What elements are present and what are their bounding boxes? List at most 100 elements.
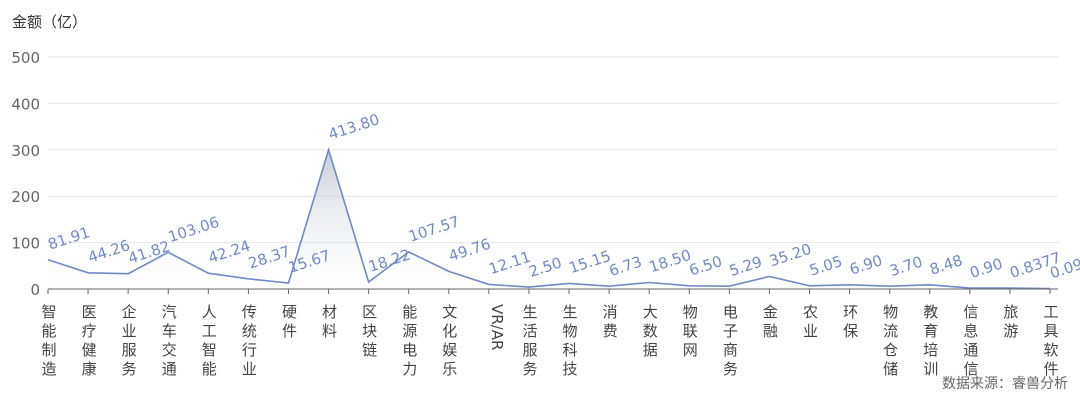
data-label: 413.80	[326, 110, 381, 143]
x-category-char: 医	[82, 303, 97, 321]
x-category-char: 大	[643, 303, 658, 321]
x-category-char: 培	[923, 341, 938, 359]
x-category-label: 物联网	[683, 303, 698, 359]
x-category-char: 服	[122, 341, 137, 359]
x-category-char: 力	[402, 360, 417, 378]
x-category-char: 工	[1043, 303, 1058, 321]
x-category-char: 件	[1043, 360, 1058, 378]
x-category-char: 能	[202, 360, 217, 378]
y-tick-label: 200	[11, 188, 40, 206]
data-label: 3.70	[887, 253, 924, 280]
x-category-char: 信	[963, 360, 978, 378]
y-tick-label: 300	[11, 142, 40, 160]
x-category-char: 教	[923, 303, 938, 321]
x-category-label: 环保	[843, 303, 858, 340]
x-category-char: 服	[522, 341, 537, 359]
x-category-label: 金融	[763, 303, 778, 340]
x-category-char: 训	[923, 360, 938, 378]
x-category-char: 商	[723, 341, 738, 359]
x-category-char: 育	[923, 322, 938, 340]
data-label: 6.73	[607, 253, 644, 280]
x-axis-category-labels: 智能制造医疗健康企业服务汽车交通人工智能传统行业硬件材料区块链能源电力文化娱乐V…	[41, 303, 1058, 378]
x-category-char: 交	[162, 341, 177, 359]
x-category-char: 子	[723, 322, 738, 340]
data-label: 0.90	[968, 254, 1005, 281]
x-category-char: 具	[1043, 322, 1058, 340]
x-category-char: 通	[963, 341, 978, 359]
data-label: 35.20	[767, 240, 813, 270]
x-category-label: 农业	[803, 303, 818, 340]
x-category-char: 文	[442, 303, 457, 321]
x-category-char: 能	[402, 303, 417, 321]
x-category-char: 业	[242, 360, 257, 378]
x-category-char: 疗	[82, 322, 97, 340]
x-category-char: 生	[563, 303, 578, 321]
x-category-char: 保	[843, 322, 858, 340]
data-label: 8.48	[927, 251, 964, 278]
x-category-char: 游	[1003, 322, 1018, 340]
x-category-char: 消	[603, 303, 618, 321]
y-axis-unit-label: 金额（亿）	[12, 13, 88, 31]
data-label: 103.06	[166, 213, 221, 246]
data-label: 2.50	[527, 254, 564, 281]
x-axis-tick-marks	[47, 289, 1051, 294]
x-category-char: 软	[1043, 341, 1058, 359]
x-category-char: 物	[683, 303, 698, 321]
data-label: 15.15	[567, 247, 613, 277]
data-label: 6.90	[847, 251, 884, 278]
data-label: 12.11	[487, 248, 533, 278]
x-category-char: 汽	[162, 303, 177, 321]
data-source-note: 数据来源：睿兽分析	[942, 376, 1068, 392]
x-category-char: 费	[603, 322, 618, 340]
series-area	[48, 149, 1050, 289]
x-category-char: 车	[162, 322, 177, 340]
x-category-char: 块	[362, 322, 377, 340]
x-category-char: 行	[242, 341, 257, 359]
x-category-char: 企	[122, 303, 137, 321]
x-category-char: 仓	[883, 341, 898, 359]
x-category-text: VR/AR	[488, 304, 506, 350]
x-category-char: 能	[41, 322, 56, 340]
x-category-char: 传	[242, 303, 257, 321]
x-category-char: 造	[41, 360, 56, 378]
x-category-char: 务	[122, 360, 137, 378]
x-category-char: 健	[82, 341, 97, 359]
y-tick-label: 400	[11, 95, 40, 113]
x-category-char: 联	[683, 322, 698, 340]
data-label: 107.57	[406, 212, 461, 245]
x-category-char: 工	[202, 322, 217, 340]
x-category-label: 大数据	[643, 303, 658, 359]
x-category-char: 制	[41, 341, 56, 359]
x-category-char: 业	[803, 322, 818, 340]
x-category-char: 务	[522, 360, 537, 378]
x-category-char: 源	[402, 322, 417, 340]
x-category-char: 康	[82, 360, 97, 378]
x-category-char: 数	[643, 322, 658, 340]
x-category-char: 区	[362, 303, 377, 321]
x-category-char: 链	[362, 341, 377, 359]
x-category-char: 旅	[1003, 303, 1018, 321]
grid-lines	[48, 56, 1058, 244]
x-category-char: 信	[963, 303, 978, 321]
data-label: 6.50	[687, 252, 724, 279]
y-axis-ticks: 0 100 200 300 400 500	[11, 49, 40, 299]
x-category-label: 区块链	[362, 303, 377, 359]
x-category-char: 网	[683, 341, 698, 359]
data-label: 5.29	[727, 253, 764, 280]
x-category-char: 物	[563, 322, 578, 340]
x-category-char: 智	[202, 341, 217, 359]
x-category-char: 环	[843, 303, 858, 321]
x-category-char: 业	[122, 322, 137, 340]
x-category-char: 硬	[282, 303, 297, 321]
data-label: 28.37	[246, 242, 292, 272]
